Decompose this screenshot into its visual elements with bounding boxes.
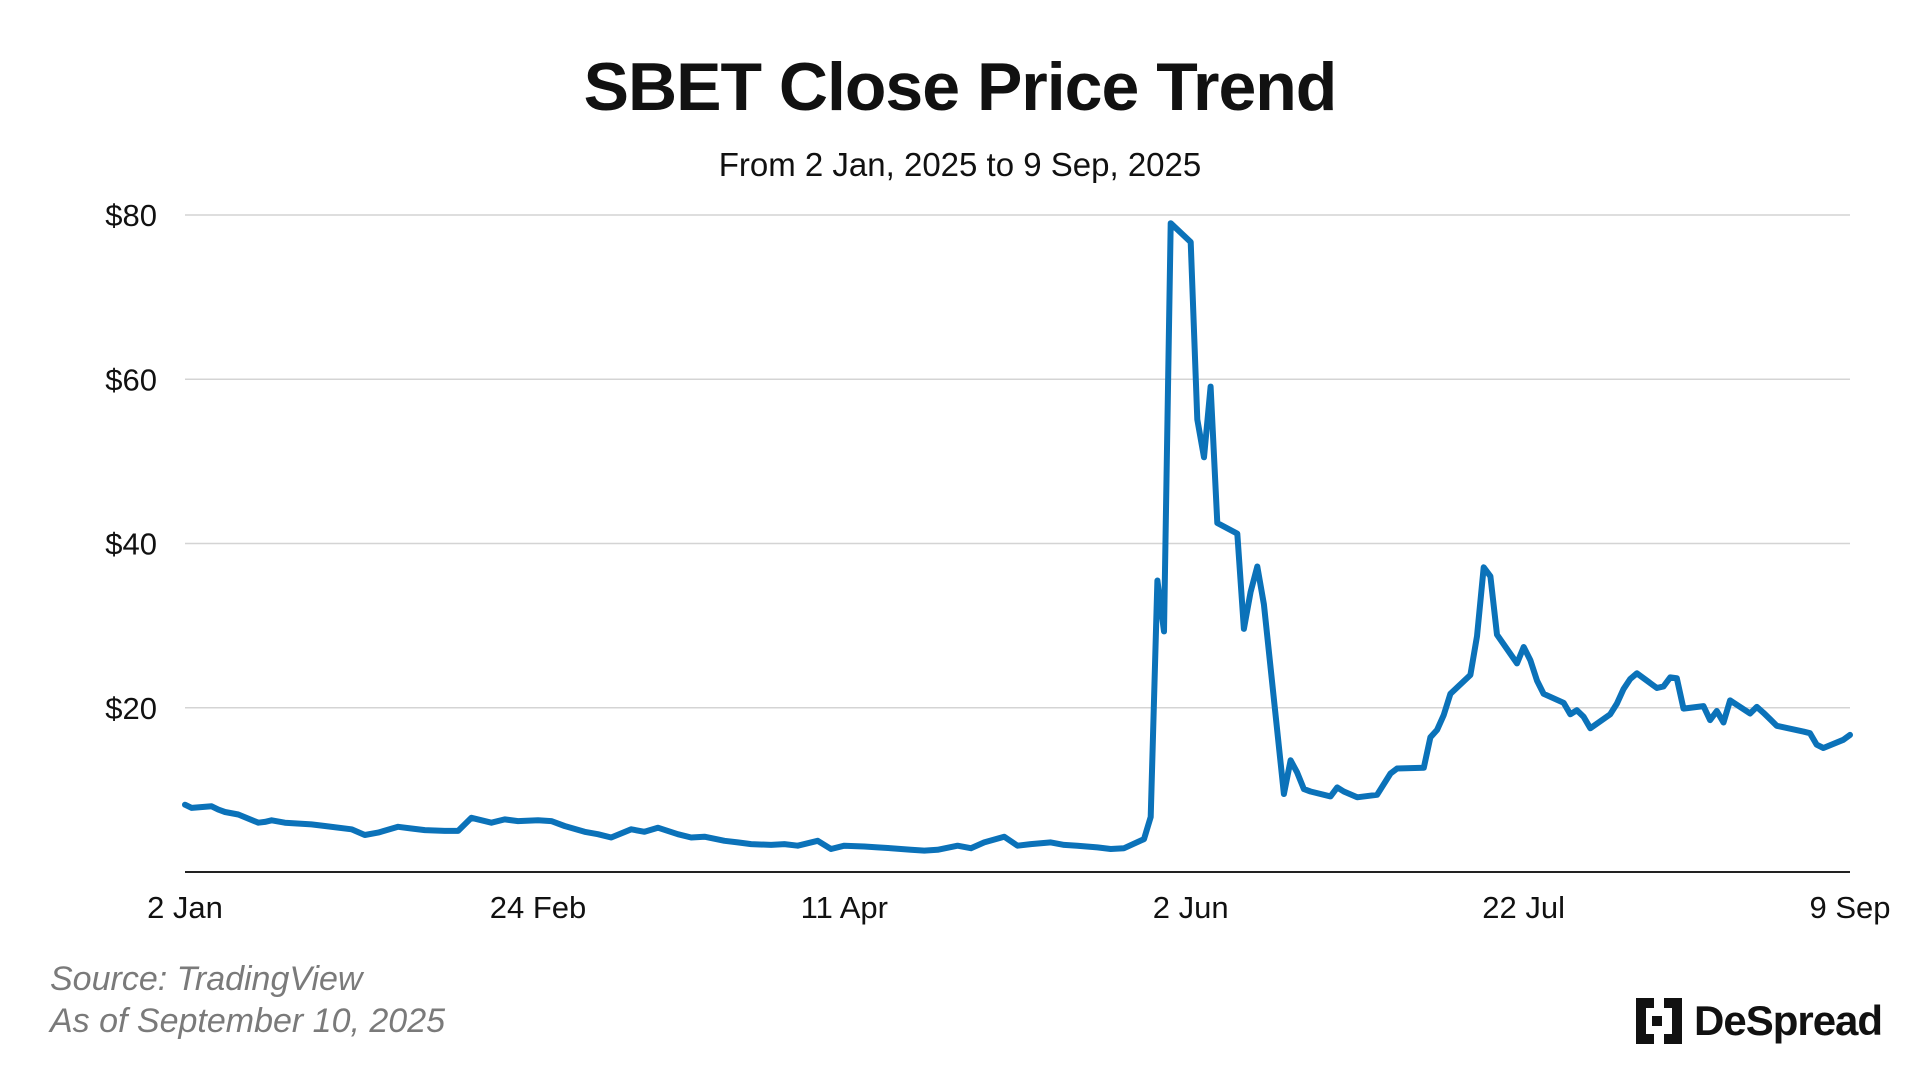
x-tick-label: 2 Jun [1153,890,1229,925]
x-tick-label: 24 Feb [490,890,587,925]
y-tick-labels: $20 $40 $60 $80 [105,198,157,726]
despread-logo: DeSpread [1636,996,1883,1046]
footer-source: Source: TradingView As of September 10, … [50,958,445,1042]
y-tick-label: $20 [105,691,157,726]
chart-subtitle: From 2 Jan, 2025 to 9 Sep, 2025 [718,146,1202,183]
line-chart: $20 $40 $60 $80 2 Jan 24 Feb 11 Apr 2 Jun 22 Ju… [105,198,1890,925]
y-tick-label: $40 [105,527,157,562]
y-tick-label: $80 [105,198,157,233]
x-tick-label: 9 Sep [1809,890,1890,925]
x-tick-label: 11 Apr [801,890,888,925]
brand-name: DeSpread [1694,997,1883,1044]
gridlines [185,214,1850,709]
x-tick-label: 22 Jul [1482,890,1565,925]
despread-logo-icon [1636,998,1682,1044]
y-tick-label: $60 [105,362,157,397]
x-tick-labels: 2 Jan 24 Feb 11 Apr 2 Jun 22 Jul 9 Sep [147,890,1890,925]
as-of-text: As of September 10, 2025 [50,1002,446,1040]
chart-title: SBET Close Price Trend [583,49,1338,125]
series-line-sbet-close [182,220,1853,854]
source-text: Source: TradingView [50,960,363,998]
x-tick-label: 2 Jan [147,890,223,925]
